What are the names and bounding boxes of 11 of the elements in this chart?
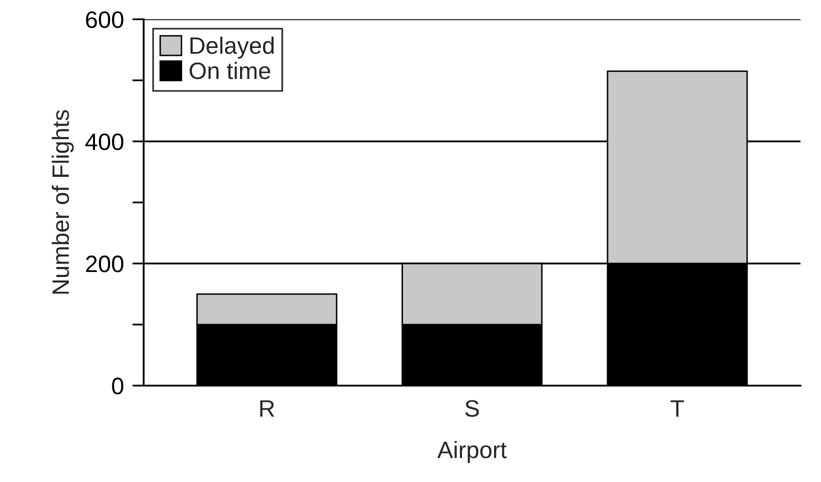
legend-label: On time (190, 62, 270, 80)
y-tick-label: 400 (85, 133, 124, 150)
y-tick-label: 600 (86, 11, 124, 28)
x-axis-title: Airport (437, 440, 507, 463)
x-tick-label: T (670, 400, 684, 417)
x-tick-label: R (260, 400, 274, 417)
y-tick-label: 0 (112, 378, 124, 394)
y-tick-label: 200 (86, 256, 124, 272)
legend-label: Delayed (190, 36, 274, 59)
x-tick-label: S (465, 400, 479, 417)
y-axis-title: Number of Flights (52, 110, 74, 294)
